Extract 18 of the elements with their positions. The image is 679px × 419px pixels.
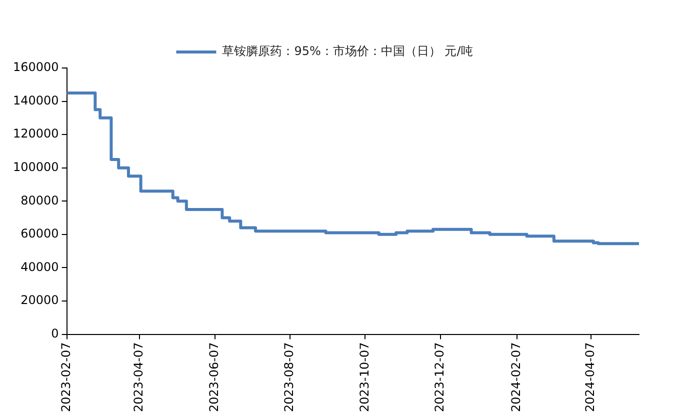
y-tick-label: 20000 <box>20 293 59 308</box>
y-tick-label: 80000 <box>20 193 59 208</box>
y-tick-label: 100000 <box>12 160 59 174</box>
y-tick-label: 140000 <box>12 93 59 108</box>
y-tick-label: 0 <box>51 326 59 340</box>
y-tick-label: 40000 <box>20 260 59 274</box>
y-tick-label: 160000 <box>12 60 59 74</box>
x-tick-label: 2023-02-07 <box>58 342 73 412</box>
x-tick-label: 2023-12-07 <box>432 342 447 412</box>
legend-label: 草铵膦原药：95%：市场价：中国（日） 元/吨 <box>222 44 473 58</box>
x-tick-label: 2024-02-07 <box>509 342 524 412</box>
x-tick-label: 2023-04-07 <box>132 342 146 412</box>
x-tick-label: 2023-08-07 <box>282 342 296 412</box>
x-tick-label: 2023-10-07 <box>357 342 372 412</box>
y-tick-label: 120000 <box>12 126 59 141</box>
x-tick-label: 2023-06-07 <box>206 342 221 412</box>
x-tick-label: 2024-04-07 <box>583 342 598 412</box>
y-tick-label: 60000 <box>20 226 59 241</box>
